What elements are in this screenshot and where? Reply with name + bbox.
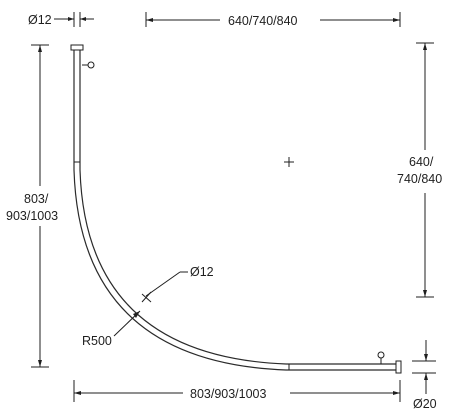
rail-curve-outer	[73, 169, 287, 371]
pipe-cross-2	[141, 291, 152, 303]
bottom-diameter-dimension: Ø20	[412, 340, 437, 411]
right-height-arrow-bottom	[423, 290, 427, 297]
pipe-diameter-label: Ø12	[190, 265, 214, 279]
top-diameter-dimension: Ø12	[28, 12, 94, 27]
top-diameter-arrow-right	[80, 17, 86, 21]
pipe-diameter-callout: Ø12	[141, 265, 214, 303]
top-pin-head	[87, 61, 95, 69]
rail-curve-inner	[79, 169, 287, 365]
top-width-dimension: 640/740/840	[145, 12, 401, 28]
curtain-rail	[70, 44, 402, 374]
pipe-cross-1	[141, 293, 152, 303]
right-height-arrow-top	[423, 43, 427, 50]
left-height-dimension: 803/ 903/1003	[6, 44, 58, 368]
left-height-label-line2: 903/1003	[6, 209, 58, 223]
top-diameter-arrow-left	[68, 17, 74, 21]
bottom-width-label: 803/903/1003	[190, 387, 267, 401]
bottom-width-arrow-right	[393, 391, 400, 395]
radius-label: R500	[82, 334, 112, 348]
bottom-diameter-arrow-top	[424, 354, 428, 361]
bottom-pin-head	[377, 351, 385, 359]
bottom-diameter-arrow-bottom	[424, 373, 428, 380]
bottom-diameter-label: Ø20	[413, 397, 437, 411]
bottom-width-arrow-left	[74, 391, 81, 395]
pipe-diameter-leader	[145, 271, 181, 297]
top-mount-bracket	[70, 44, 84, 51]
top-width-arrow-left	[146, 18, 153, 22]
top-diameter-label: Ø12	[28, 13, 52, 27]
left-height-arrow-top	[38, 45, 42, 52]
left-height-label-line1: 803/	[24, 192, 49, 206]
bottom-width-dimension: 803/903/1003	[73, 380, 401, 402]
top-width-arrow-right	[393, 18, 400, 22]
top-width-label: 640/740/840	[228, 14, 298, 28]
right-height-label-line2: 740/840	[397, 172, 442, 186]
right-height-dimension: 640/ 740/840	[397, 42, 442, 298]
right-height-label-line1: 640/	[409, 155, 434, 169]
center-mark-icon	[284, 157, 294, 167]
right-mount-bracket	[395, 360, 402, 374]
left-height-arrow-bottom	[38, 360, 42, 367]
radius-callout: R500	[82, 310, 141, 348]
radius-arrow	[133, 311, 140, 318]
